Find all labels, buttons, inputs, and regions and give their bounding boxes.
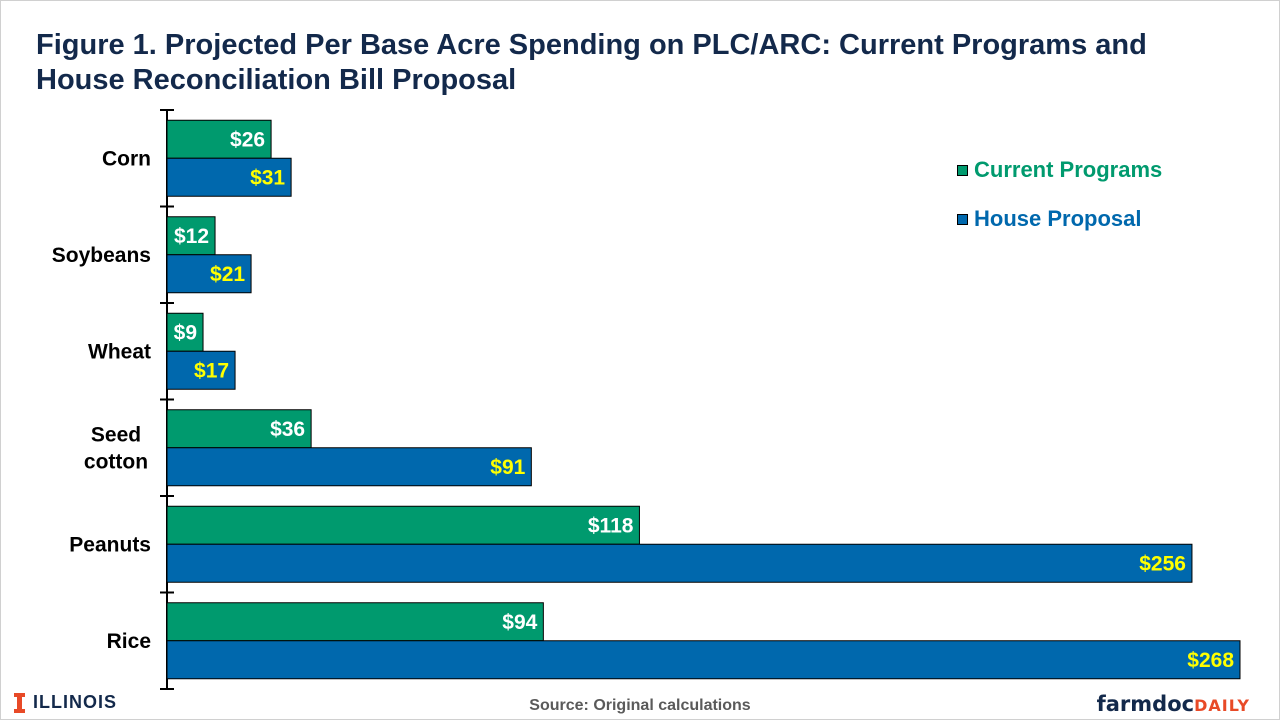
bar-label-wheat-house: $17	[194, 359, 229, 382]
bar-wheat-current	[166, 312, 204, 352]
bar-soybeans-current	[166, 216, 216, 256]
legend-item-house: House Proposal	[957, 205, 1162, 233]
farmdoc-daily-logo: farmdocDAILY	[1097, 692, 1250, 716]
bar-label-wheat-current: $9	[174, 321, 197, 344]
category-label-peanuts: Peanuts	[69, 533, 151, 556]
bar-corn-current	[166, 119, 272, 159]
bar-seed-cotton-house	[166, 447, 532, 487]
bar-peanuts-house	[166, 543, 1193, 583]
bar-label-corn-current: $26	[230, 128, 265, 151]
bar-label-corn-house: $31	[250, 166, 285, 189]
chart-title: Figure 1. Projected Per Base Acre Spendi…	[36, 29, 1147, 96]
farmdoc-logo-doc: doc	[1152, 692, 1195, 716]
bar-rice-house	[166, 640, 1241, 680]
category-label-corn: Corn	[102, 147, 151, 170]
category-label-soybeans: Soybeans	[52, 244, 151, 267]
farmdoc-logo-daily: DAILY	[1194, 696, 1250, 715]
source-note: Source: Original calculations	[529, 697, 751, 714]
category-label-rice: Rice	[107, 630, 151, 653]
legend: Current Programs House Proposal	[957, 156, 1162, 254]
bar-wheat-house	[166, 350, 236, 390]
bar-label-peanuts-house: $256	[1139, 552, 1186, 575]
legend-label-current: Current Programs	[974, 157, 1163, 182]
bar-label-soybeans-house: $21	[210, 263, 245, 286]
legend-label-house: House Proposal	[974, 206, 1142, 231]
bar-label-peanuts-current: $118	[588, 514, 634, 537]
bar-label-rice-house: $268	[1187, 649, 1234, 672]
legend-item-current: Current Programs	[957, 156, 1162, 184]
bar-label-soybeans-current: $12	[174, 225, 209, 248]
bar-rice-current	[166, 602, 544, 642]
bar-corn-house	[166, 157, 292, 197]
bar-seed-cotton-current	[166, 409, 312, 449]
legend-swatch-current	[957, 164, 968, 176]
bar-label-rice-current: $94	[502, 611, 537, 634]
bar-label-seed-cotton-current: $36	[270, 418, 305, 441]
legend-swatch-house	[957, 213, 968, 225]
bar-label-seed-cotton-house: $91	[490, 456, 525, 479]
illinois-logo: ILLINOIS	[14, 692, 117, 713]
farmdoc-logo-farm: farm	[1096, 692, 1153, 716]
category-label-seed-cotton: Seed cotton	[84, 423, 148, 473]
category-label-wheat: Wheat	[88, 340, 151, 363]
illinois-block-i-icon	[14, 692, 25, 713]
bar-soybeans-house	[166, 254, 252, 294]
bar-peanuts-current	[166, 505, 640, 545]
illinois-wordmark: ILLINOIS	[33, 692, 117, 712]
